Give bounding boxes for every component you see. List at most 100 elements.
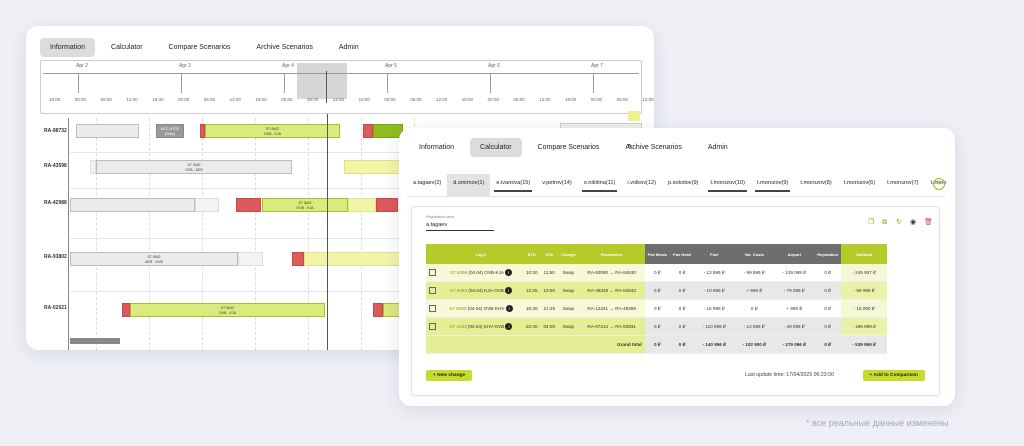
flight-bar[interactable]: S7 0642 AER - OVB	[70, 252, 238, 266]
conflict-marker[interactable]	[292, 252, 304, 266]
timeline-time: 12:00	[332, 97, 345, 102]
user-tab-label: t.morozov(10)	[710, 180, 745, 186]
maintenance-bar[interactable]: MTC MTCE (Dhlm)	[156, 124, 184, 138]
tab-compare-scenarios[interactable]: Compare Scenarios	[537, 144, 600, 151]
flight-bar[interactable]	[238, 252, 263, 266]
checkbox-cell[interactable]	[426, 264, 439, 282]
info-icon[interactable]: i	[505, 305, 513, 312]
flight-bar[interactable]	[70, 198, 195, 212]
flight-bar[interactable]	[90, 160, 96, 174]
tab-calculator[interactable]: Calculator	[111, 44, 143, 51]
tab-calculator[interactable]: Calculator	[470, 138, 522, 157]
registration-input[interactable]: a.tagaev	[426, 222, 494, 231]
tab-admin[interactable]: Admin	[707, 144, 728, 151]
conflict-marker[interactable]	[373, 303, 383, 317]
flight-bar[interactable]	[344, 160, 404, 174]
user-tab-active[interactable]: d.smirnov(1)	[447, 174, 491, 196]
tab-compare-scenarios[interactable]: Compare Scenarios	[168, 44, 231, 51]
flight-bar[interactable]	[304, 252, 404, 266]
user-tab[interactable]: t.morozov(6)	[843, 180, 876, 186]
table-row[interactable]: S7 4193 (04.04) KHV-OVB i 22:40 04:00 Swap R…	[426, 317, 888, 336]
hotel-value: 0 ₽	[678, 323, 686, 329]
tab-admin[interactable]: Admin	[338, 44, 359, 51]
conflict-marker[interactable]	[236, 198, 261, 212]
user-tab[interactable]: i.volkov(12)	[627, 180, 656, 186]
conflict-marker[interactable]	[363, 124, 373, 138]
user-tab[interactable]: o.nikitina(11)	[578, 174, 622, 196]
user-tab-label: e.ivanova(15)	[496, 180, 531, 186]
tab-information[interactable]: Information	[419, 144, 455, 151]
row-checkbox[interactable]	[429, 268, 436, 276]
info-icon[interactable]: i	[505, 287, 513, 294]
std-value: 12:25	[526, 288, 538, 293]
flight-bar[interactable]	[76, 124, 139, 138]
flight-bar[interactable]	[628, 111, 640, 121]
user-tab[interactable]: t.morozov(9)	[751, 174, 794, 196]
table-row[interactable]: S7 9299 (04.04) OVB-KJA i 10:30 11:50 Swap R…	[426, 264, 888, 282]
user-tab[interactable]: t.morozov(7)	[887, 180, 919, 186]
meals-value: 0 ₽	[653, 269, 661, 275]
aircraft-label: RA-02021	[44, 305, 67, 311]
last-update-time: Last update time: 17/04/2025 06:23:00	[745, 372, 834, 378]
table-row[interactable]: S7 8489 (04.04) OVB-KHV i 16:30 21:25 Swap R…	[426, 299, 888, 318]
column-header: Var. Costs	[734, 244, 775, 264]
airport-value: + 999 ₽	[786, 305, 803, 311]
user-tab[interactable]: a.tagaev(2)	[413, 180, 442, 186]
user-tab[interactable]: v.petrov(14)	[542, 180, 572, 186]
var-value: + 999 ₽	[746, 287, 763, 293]
tab-archive-scenarios[interactable]: Archive Scenarios	[625, 144, 682, 151]
flight-bar[interactable]: S7 0642 OVB - KJA	[205, 124, 340, 138]
scenario-panel: Registration name a.tagaev ❐ ⧉ ↻ ◉ 🗑 Leg…	[411, 206, 940, 396]
flight-number[interactable]: S7 9293	[449, 288, 468, 293]
flight-number[interactable]: S7 4193	[449, 324, 467, 329]
info-icon[interactable]: i	[505, 323, 513, 330]
timeline-time: 06:00	[307, 97, 319, 102]
checkbox-cell[interactable]	[426, 317, 439, 336]
info-icon[interactable]: i	[504, 269, 512, 276]
trash-icon[interactable]: 🗑	[924, 219, 933, 226]
user-tab[interactable]: p.sokolov(9)	[667, 180, 699, 186]
duplicate-icon[interactable]: ⧉	[882, 219, 887, 226]
tab-information[interactable]: Information	[40, 38, 96, 57]
row-checkbox[interactable]	[429, 286, 436, 294]
checkbox-cell[interactable]	[426, 299, 439, 318]
meals-cell: 0 ₽	[644, 264, 671, 282]
flight-bar[interactable]: S7 0642 OVB - KJA	[130, 303, 325, 317]
conflict-marker[interactable]	[200, 124, 205, 138]
total-subtotal: - 539 965 ₽	[852, 341, 876, 347]
copy-icon[interactable]: ❐	[868, 219, 875, 226]
row-checkbox[interactable]	[429, 304, 436, 312]
flight-bar[interactable]	[195, 198, 219, 212]
user-tab[interactable]: t.morozov(10)	[704, 174, 751, 196]
flight-bar[interactable]: S7 0642 OVB - KJA	[262, 198, 348, 212]
tab-archive-scenarios[interactable]: Archive Scenarios	[256, 44, 313, 51]
total-cell: - 539 965 ₽	[841, 335, 888, 354]
timeline-overview[interactable]: Apr 2 Apr 3 Apr 4 Apr 5 Apr 6 Apr 7 18:0…	[40, 60, 654, 114]
conflict-marker[interactable]	[376, 198, 398, 212]
subtotal-value: - 199 999 ₽	[852, 323, 876, 329]
checkbox-cell[interactable]	[426, 281, 439, 300]
user-tab[interactable]: t.morozov(8)	[800, 180, 832, 186]
flight-number[interactable]: S7 9299	[450, 270, 468, 275]
timeline-selection[interactable]	[297, 63, 347, 99]
var-value: - 12 599 ₽	[743, 323, 765, 329]
add-to-comparison-button[interactable]: + Add to Comparison	[862, 370, 925, 381]
fuel-cell: - 110 999 ₽	[694, 317, 735, 336]
flight-bar[interactable]: S7 3042 OVB - AER	[96, 160, 292, 174]
flight-number[interactable]: S7 8489	[449, 306, 467, 311]
column-header: Parameters	[578, 244, 645, 264]
total-var: - 102 900 ₽	[742, 341, 767, 347]
eye-icon[interactable]: ◉	[910, 219, 917, 226]
timeline-time: 00:00	[384, 97, 396, 102]
new-change-button[interactable]: + New change	[426, 370, 473, 381]
add-tab-icon[interactable]: +	[933, 178, 945, 190]
user-tab[interactable]: e.ivanova(15)	[490, 174, 536, 196]
refresh-icon[interactable]: ↻	[896, 219, 902, 226]
flight-bar[interactable]	[348, 198, 376, 212]
horizontal-scrollbar[interactable]	[70, 338, 120, 344]
table-row[interactable]: S7 9293 (04.04) KJA-OVB i 12:25 13:50 Swap R…	[426, 281, 888, 300]
row-checkbox[interactable]	[429, 322, 436, 330]
conflict-marker[interactable]	[122, 303, 130, 317]
std-cell: 10:30	[523, 264, 541, 282]
current-time-line	[327, 114, 328, 350]
